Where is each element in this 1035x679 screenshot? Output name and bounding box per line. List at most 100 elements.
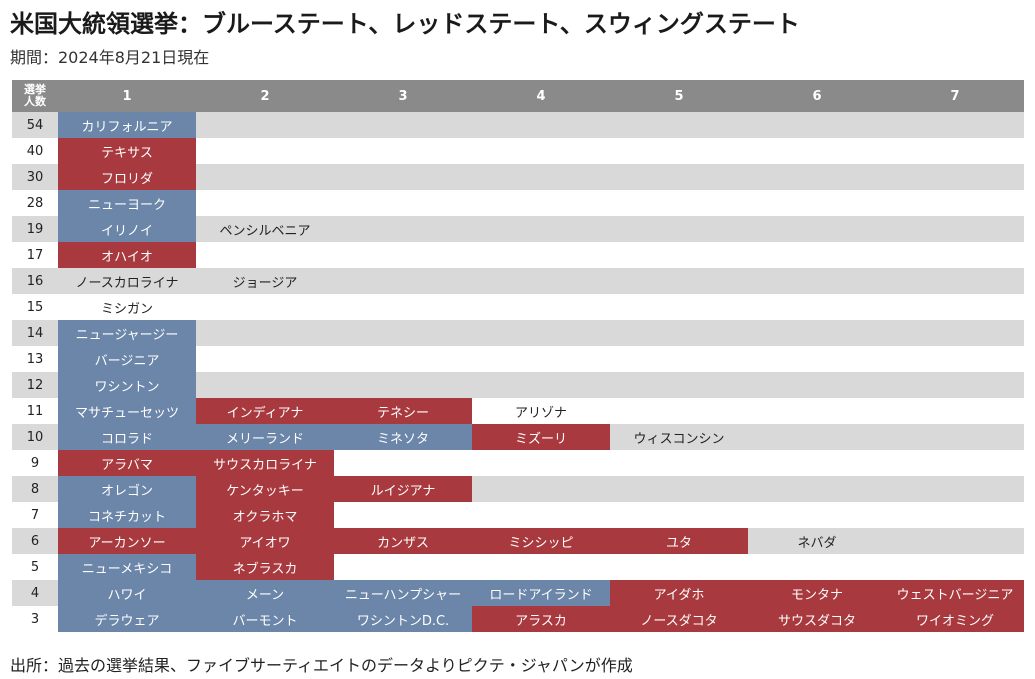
table-row: 4 ハワイ メーン ニューハンプシャー ロードアイランド アイダホ モンタナ ウェストバージニ…	[12, 580, 1024, 606]
empty-cell	[334, 268, 472, 294]
table-row: 40 テキサス	[12, 138, 1024, 164]
state-cell-swing: ノースカロライナ	[58, 268, 196, 294]
empty-cell	[886, 528, 1024, 554]
empty-cell	[610, 554, 748, 580]
electoral-table: 選挙 人数 1 2 3 4 5 6 7 54 カリフォルニア 40 テキサス 30 フロリ…	[12, 80, 1024, 632]
empty-cell	[748, 320, 886, 346]
empty-cell	[886, 502, 1024, 528]
table-row: 7 コネチカット オクラホマ	[12, 502, 1024, 528]
empty-cell	[748, 476, 886, 502]
state-cell-blue: ワシントン	[58, 372, 196, 398]
electoral-votes-cell: 30	[12, 164, 58, 190]
state-cell-red: アイダホ	[610, 580, 748, 606]
state-cell-blue: ミネソタ	[334, 424, 472, 450]
empty-cell	[748, 294, 886, 320]
empty-cell	[196, 190, 334, 216]
empty-cell	[472, 554, 610, 580]
empty-cell	[472, 450, 610, 476]
empty-cell	[886, 294, 1024, 320]
empty-cell	[886, 398, 1024, 424]
state-cell-swing: ネバダ	[748, 528, 886, 554]
state-cell-blue: オレゴン	[58, 476, 196, 502]
chart-subtitle: 期間：2024年8月21日現在	[10, 48, 210, 67]
empty-cell	[748, 164, 886, 190]
electoral-votes-cell: 9	[12, 450, 58, 476]
empty-cell	[472, 346, 610, 372]
empty-cell	[886, 242, 1024, 268]
state-cell-blue: ニューヨーク	[58, 190, 196, 216]
electoral-votes-cell: 54	[12, 112, 58, 138]
empty-cell	[748, 138, 886, 164]
empty-cell	[748, 424, 886, 450]
state-cell-blue: ワシントンD.C.	[334, 606, 472, 632]
state-cell-blue: コネチカット	[58, 502, 196, 528]
empty-cell	[334, 138, 472, 164]
empty-cell	[334, 346, 472, 372]
header-label-line2: 人数	[24, 95, 46, 108]
empty-cell	[472, 476, 610, 502]
empty-cell	[196, 372, 334, 398]
empty-cell	[334, 242, 472, 268]
empty-cell	[610, 242, 748, 268]
state-cell-swing: ジョージア	[196, 268, 334, 294]
table-row: 12 ワシントン	[12, 372, 1024, 398]
state-cell-swing: アリゾナ	[472, 398, 610, 424]
electoral-votes-cell: 13	[12, 346, 58, 372]
empty-cell	[196, 138, 334, 164]
state-cell-red: フロリダ	[58, 164, 196, 190]
table-row: 11 マサチューセッツ インディアナ テネシー アリゾナ	[12, 398, 1024, 424]
empty-cell	[472, 268, 610, 294]
empty-cell	[334, 554, 472, 580]
column-header: 3	[334, 80, 472, 112]
electoral-votes-cell: 15	[12, 294, 58, 320]
empty-cell	[748, 190, 886, 216]
empty-cell	[334, 320, 472, 346]
table-row: 15 ミシガン	[12, 294, 1024, 320]
table-row: 19 イリノイ ペンシルベニア	[12, 216, 1024, 242]
state-cell-red: アーカンソー	[58, 528, 196, 554]
empty-cell	[886, 190, 1024, 216]
empty-cell	[748, 398, 886, 424]
empty-cell	[610, 112, 748, 138]
empty-cell	[472, 190, 610, 216]
state-cell-red: ケンタッキー	[196, 476, 334, 502]
table-row: 6 アーカンソー アイオワ カンザス ミシシッピ ユタ ネバダ	[12, 528, 1024, 554]
table-row: 5 ニューメキシコ ネブラスカ	[12, 554, 1024, 580]
state-cell-blue: ニューメキシコ	[58, 554, 196, 580]
state-cell-blue: メリーランド	[196, 424, 334, 450]
empty-cell	[334, 372, 472, 398]
table-row: 14 ニュージャージー	[12, 320, 1024, 346]
table-row: 30 フロリダ	[12, 164, 1024, 190]
empty-cell	[886, 138, 1024, 164]
electoral-votes-cell: 6	[12, 528, 58, 554]
state-cell-red: ミズーリ	[472, 424, 610, 450]
empty-cell	[748, 216, 886, 242]
empty-cell	[472, 112, 610, 138]
empty-cell	[610, 372, 748, 398]
state-cell-blue: コロラド	[58, 424, 196, 450]
state-cell-blue: カリフォルニア	[58, 112, 196, 138]
state-cell-red: サウスカロライナ	[196, 450, 334, 476]
source-note: 出所：過去の選挙結果、ファイブサーティエイトのデータよりピクテ・ジャパンが作成	[10, 656, 633, 675]
state-cell-swing: ペンシルベニア	[196, 216, 334, 242]
electoral-votes-cell: 19	[12, 216, 58, 242]
state-cell-red: ルイジアナ	[334, 476, 472, 502]
state-cell-red: オハイオ	[58, 242, 196, 268]
empty-cell	[748, 346, 886, 372]
electoral-votes-cell: 28	[12, 190, 58, 216]
empty-cell	[196, 242, 334, 268]
empty-cell	[472, 164, 610, 190]
table-row: 16 ノースカロライナ ジョージア	[12, 268, 1024, 294]
state-cell-red: ワイオミング	[886, 606, 1024, 632]
state-cell-red: ユタ	[610, 528, 748, 554]
empty-cell	[610, 294, 748, 320]
empty-cell	[196, 320, 334, 346]
table-row: 13 バージニア	[12, 346, 1024, 372]
empty-cell	[886, 268, 1024, 294]
empty-cell	[610, 268, 748, 294]
empty-cell	[334, 216, 472, 242]
state-cell-blue: イリノイ	[58, 216, 196, 242]
empty-cell	[610, 476, 748, 502]
state-cell-red: カンザス	[334, 528, 472, 554]
table-row: 3 デラウェア バーモント ワシントンD.C. アラスカ ノースダコタ サウスダコタ ワイオミ…	[12, 606, 1024, 632]
